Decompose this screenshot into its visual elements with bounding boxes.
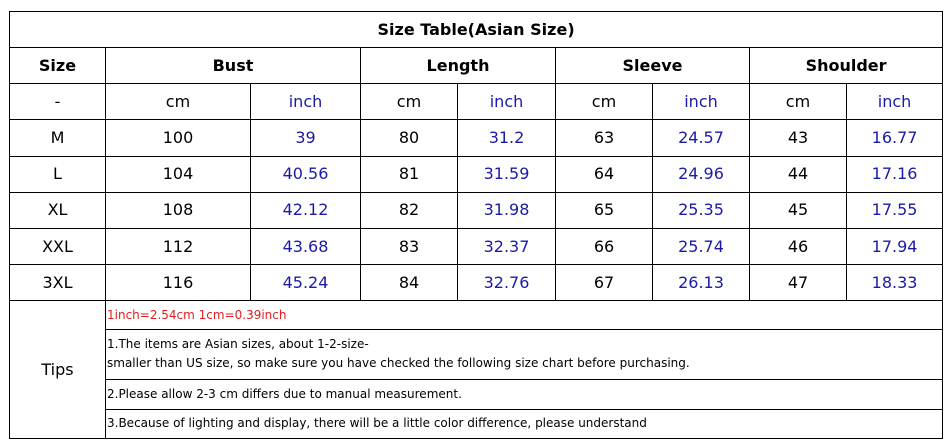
bust-inch-cell: 39 <box>250 119 361 157</box>
conversion-note: 1inch=2.54cm 1cm=0.39inch <box>104 300 944 331</box>
units-row: - cm inch cm inch cm inch cm inch <box>9 83 944 121</box>
length-cm-cell: 82 <box>360 191 458 229</box>
unit-sleeve-inch: inch <box>652 83 750 121</box>
bust-inch-cell: 42.12 <box>250 191 361 229</box>
tips-row: 1.The items are Asian sizes, about 1-2-s… <box>10 329 944 380</box>
sleeve-inch-cell: 25.35 <box>652 191 750 229</box>
shoulder-inch-cell: 17.94 <box>845 227 944 266</box>
tip-note-1: 1.The items are Asian sizes, about 1-2-s… <box>104 329 944 380</box>
length-inch-cell: 31.2 <box>457 119 556 157</box>
shoulder-inch-cell: 16.77 <box>845 119 944 157</box>
size-cell: XXL <box>9 227 106 266</box>
sleeve-inch-cell: 26.13 <box>652 264 750 302</box>
length-inch-cell: 32.76 <box>457 264 556 302</box>
unit-size: - <box>9 83 106 121</box>
sleeve-inch-cell: 25.74 <box>652 227 750 266</box>
shoulder-cm-cell: 43 <box>749 119 847 157</box>
sleeve-cm-cell: 64 <box>555 155 653 193</box>
bust-cm-cell: 112 <box>105 227 251 266</box>
table-row: M 100 39 80 31.2 63 24.57 43 16.77 <box>9 119 944 157</box>
bust-inch-cell: 45.24 <box>250 264 361 302</box>
bust-cm-cell: 100 <box>105 119 251 157</box>
unit-length-inch: inch <box>457 83 556 121</box>
table-row: 3XL 116 45.24 84 32.76 67 26.13 47 18.33 <box>9 264 944 302</box>
bust-cm-cell: 104 <box>105 155 251 193</box>
shoulder-inch-cell: 17.55 <box>845 191 944 229</box>
length-inch-cell: 31.59 <box>457 155 556 193</box>
table-row: XXL 112 43.68 83 32.37 66 25.74 46 17.94 <box>9 227 944 266</box>
header-bust: Bust <box>105 47 361 85</box>
bust-cm-cell: 108 <box>105 191 251 229</box>
shoulder-cm-cell: 44 <box>749 155 847 193</box>
length-inch-cell: 32.37 <box>457 227 556 266</box>
table-title: Size Table(Asian Size) <box>8 10 944 49</box>
length-cm-cell: 80 <box>360 119 458 157</box>
shoulder-cm-cell: 45 <box>749 191 847 229</box>
unit-sleeve-cm: cm <box>555 83 653 121</box>
header-shoulder: Shoulder <box>748 47 944 85</box>
length-cm-cell: 83 <box>360 227 458 266</box>
header-sleeve: Sleeve <box>555 47 750 85</box>
bust-inch-cell: 43.68 <box>250 227 361 266</box>
shoulder-cm-cell: 46 <box>749 227 847 266</box>
tip-note-1-line-1: 1.The items are Asian sizes, about 1-2-s… <box>107 337 369 352</box>
sleeve-inch-cell: 24.96 <box>652 155 750 193</box>
bust-inch-cell: 40.56 <box>250 155 361 193</box>
tips-row: 3.Because of lighting and display, there… <box>10 408 944 440</box>
header-row: Size Bust Length Sleeve Shoulder <box>9 47 944 85</box>
size-table: Size Table(Asian Size) Size Bust Length … <box>8 10 944 440</box>
size-cell: XL <box>9 191 106 229</box>
bust-cm-cell: 116 <box>105 264 251 302</box>
sleeve-cm-cell: 65 <box>555 191 653 229</box>
shoulder-cm-cell: 47 <box>749 264 847 302</box>
tips-label: Tips <box>9 300 106 439</box>
table-row: XL 108 42.12 82 31.98 65 25.35 45 17.55 <box>9 191 944 229</box>
unit-bust-cm: cm <box>105 83 251 121</box>
header-size: Size <box>9 47 106 85</box>
table-row: L 104 40.56 81 31.59 64 24.96 44 17.16 <box>9 155 944 193</box>
header-length: Length <box>360 47 556 85</box>
unit-shoulder-inch: inch <box>845 83 944 121</box>
size-cell: M <box>9 119 106 157</box>
unit-length-cm: cm <box>360 83 458 121</box>
unit-bust-inch: inch <box>250 83 361 121</box>
shoulder-inch-cell: 18.33 <box>845 264 944 302</box>
length-cm-cell: 81 <box>360 155 458 193</box>
title-row: Size Table(Asian Size) <box>8 10 944 49</box>
size-cell: L <box>9 155 106 193</box>
length-inch-cell: 31.98 <box>457 191 556 229</box>
tips-row: 2.Please allow 2-3 cm differs due to man… <box>10 378 944 410</box>
tip-note-2: 2.Please allow 2-3 cm differs due to man… <box>104 378 944 410</box>
sleeve-cm-cell: 66 <box>555 227 653 266</box>
tips-row: Tips 1inch=2.54cm 1cm=0.39inch <box>9 300 944 439</box>
tip-note-1-line-2: smaller than US size, so make sure you h… <box>107 356 690 371</box>
sleeve-inch-cell: 24.57 <box>652 119 750 157</box>
sleeve-cm-cell: 67 <box>555 264 653 302</box>
unit-shoulder-cm: cm <box>749 83 847 121</box>
sleeve-cm-cell: 63 <box>555 119 653 157</box>
length-cm-cell: 84 <box>360 264 458 302</box>
shoulder-inch-cell: 17.16 <box>845 155 944 193</box>
tip-note-3: 3.Because of lighting and display, there… <box>104 408 944 440</box>
size-cell: 3XL <box>9 264 106 302</box>
